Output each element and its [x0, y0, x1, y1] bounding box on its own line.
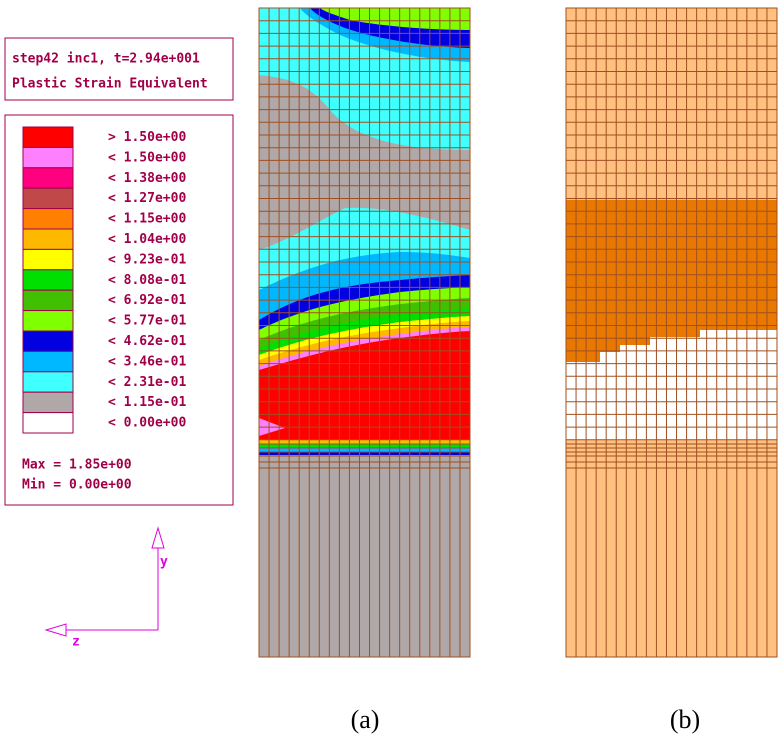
legend-swatch — [22, 371, 74, 393]
legend-label: < 3.46e-01 — [108, 354, 186, 369]
caption: (b) — [670, 705, 700, 734]
info-line: Plastic Strain Equivalent — [12, 77, 208, 92]
legend-swatch — [22, 167, 74, 189]
legend-swatch — [22, 228, 74, 250]
legend-swatch — [22, 146, 74, 169]
legend-label: < 1.50e+00 — [108, 150, 186, 165]
legend-swatch — [22, 330, 74, 352]
legend-swatch — [22, 350, 74, 373]
axis-triad — [44, 526, 165, 637]
legend-label: < 6.92e-01 — [108, 293, 186, 308]
legend-label: < 1.15e+00 — [108, 212, 186, 227]
max-label: Max = 1.85e+00 — [22, 458, 132, 473]
legend-label: < 8.08e-01 — [108, 273, 186, 288]
legend-label: < 1.27e+00 — [108, 191, 186, 206]
legend-label: < 4.62e-01 — [108, 334, 186, 349]
legend-label: < 9.23e-01 — [108, 252, 186, 267]
caption: (a) — [351, 705, 380, 734]
info-line: step42 inc1, t=2.94e+001 — [12, 52, 200, 67]
legend-swatch — [22, 391, 74, 414]
info-box — [4, 37, 234, 101]
axis-label: y — [160, 555, 168, 570]
min-label: Min = 0.00e+00 — [22, 478, 132, 493]
legend: > 1.50e+00 < 1.50e+00 < 1.38e+00 < 1.27e+00… — [22, 126, 186, 434]
legend-swatch — [22, 248, 74, 271]
legend-label: < 5.77e-01 — [108, 314, 186, 329]
mesh-plot — [565, 7, 778, 658]
legend-swatch — [22, 269, 74, 291]
legend-swatch — [22, 289, 74, 312]
legend-swatch — [22, 310, 74, 332]
legend-label: < 0.00e+00 — [108, 416, 186, 431]
legend-swatch — [22, 412, 74, 434]
legend-label: < 1.15e-01 — [108, 395, 186, 410]
legend-swatch — [22, 126, 74, 148]
legend-label: > 1.50e+00 — [108, 130, 186, 145]
axis-label: z — [72, 635, 80, 650]
legend-swatch — [22, 208, 74, 230]
legend-label: < 1.04e+00 — [108, 232, 186, 247]
legend-label: < 1.38e+00 — [108, 171, 186, 186]
legend-label: < 2.31e-01 — [108, 375, 186, 390]
legend-swatch — [22, 187, 74, 210]
contour-plot — [258, 7, 471, 658]
